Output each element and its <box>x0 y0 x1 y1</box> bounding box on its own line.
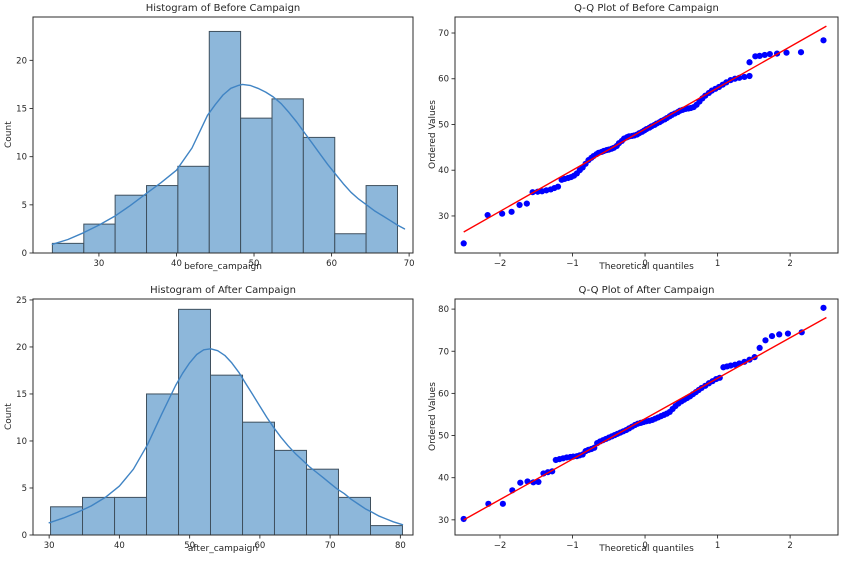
svg-text:25: 25 <box>16 296 27 306</box>
svg-text:10: 10 <box>16 437 27 447</box>
svg-text:5: 5 <box>22 201 27 211</box>
hist-before-xlabel: before_campaign <box>184 262 262 272</box>
svg-text:70: 70 <box>438 347 449 357</box>
qq-after-xlabel: Theoretical quantiles <box>599 544 694 554</box>
svg-text:30: 30 <box>94 259 105 269</box>
svg-text:60: 60 <box>254 541 265 551</box>
svg-text:1: 1 <box>715 259 720 269</box>
qq-before-canvas: −2 −1 0 1 2 30 40 50 60 70 <box>438 16 839 269</box>
svg-text:0: 0 <box>642 259 647 269</box>
svg-text:40: 40 <box>114 541 125 551</box>
svg-text:30: 30 <box>44 541 55 551</box>
svg-text:50: 50 <box>438 432 449 442</box>
hist-before-canvas: 30 40 50 60 70 0 5 10 15 20 <box>16 16 415 269</box>
svg-text:0: 0 <box>22 531 27 541</box>
qq-after-canvas: −2 −1 0 1 2 30 40 50 60 70 80 <box>438 298 839 551</box>
svg-text:70: 70 <box>438 29 449 39</box>
qq-before-title: Q-Q Plot of Before Campaign <box>574 3 719 14</box>
svg-text:40: 40 <box>438 166 449 176</box>
svg-text:−2: −2 <box>494 259 507 269</box>
svg-text:60: 60 <box>438 75 449 85</box>
svg-text:60: 60 <box>326 259 337 269</box>
svg-text:15: 15 <box>16 105 27 115</box>
svg-text:40: 40 <box>438 474 449 484</box>
svg-text:2: 2 <box>787 541 792 551</box>
svg-text:50: 50 <box>249 259 260 269</box>
svg-text:−1: −1 <box>566 541 579 551</box>
svg-text:10: 10 <box>16 153 27 163</box>
svg-text:30: 30 <box>438 212 449 222</box>
svg-text:1: 1 <box>715 541 720 551</box>
svg-text:70: 70 <box>404 259 415 269</box>
subplot-qq-before: Q-Q Plot of Before Campaign Ordered Valu… <box>424 0 848 282</box>
svg-text:40: 40 <box>171 259 182 269</box>
svg-text:20: 20 <box>16 343 27 353</box>
svg-text:30: 30 <box>438 516 449 526</box>
svg-text:0: 0 <box>642 541 647 551</box>
svg-text:80: 80 <box>438 305 449 315</box>
svg-text:5: 5 <box>22 484 27 494</box>
subplot-hist-after: Histogram of After Campaign Count 30 40 50… <box>0 282 424 565</box>
svg-text:60: 60 <box>438 389 449 399</box>
svg-text:50: 50 <box>438 120 449 130</box>
svg-text:70: 70 <box>325 541 336 551</box>
svg-text:−2: −2 <box>494 541 507 551</box>
svg-text:20: 20 <box>16 56 27 66</box>
svg-text:15: 15 <box>16 390 27 400</box>
svg-text:2: 2 <box>787 259 792 269</box>
subplot-qq-after: Q-Q Plot of After Campaign Ordered Value… <box>424 282 848 565</box>
svg-text:80: 80 <box>395 541 406 551</box>
qq-after-title: Q-Q Plot of After Campaign <box>578 285 715 296</box>
subplot-hist-before: Histogram of Before Campaign Count 30 40 5… <box>0 0 424 282</box>
svg-text:0: 0 <box>22 249 27 259</box>
svg-text:50: 50 <box>184 541 195 551</box>
hist-before-title: Histogram of Before Campaign <box>145 3 301 14</box>
qq-before-xlabel: Theoretical quantiles <box>599 262 694 272</box>
hist-after-canvas: 30 40 50 60 70 80 0 5 10 15 20 25 <box>16 296 414 551</box>
svg-text:−1: −1 <box>566 259 579 269</box>
hist-after-title: Histogram of After Campaign <box>150 285 296 296</box>
hist-after-xlabel: after_campaign <box>187 544 259 554</box>
